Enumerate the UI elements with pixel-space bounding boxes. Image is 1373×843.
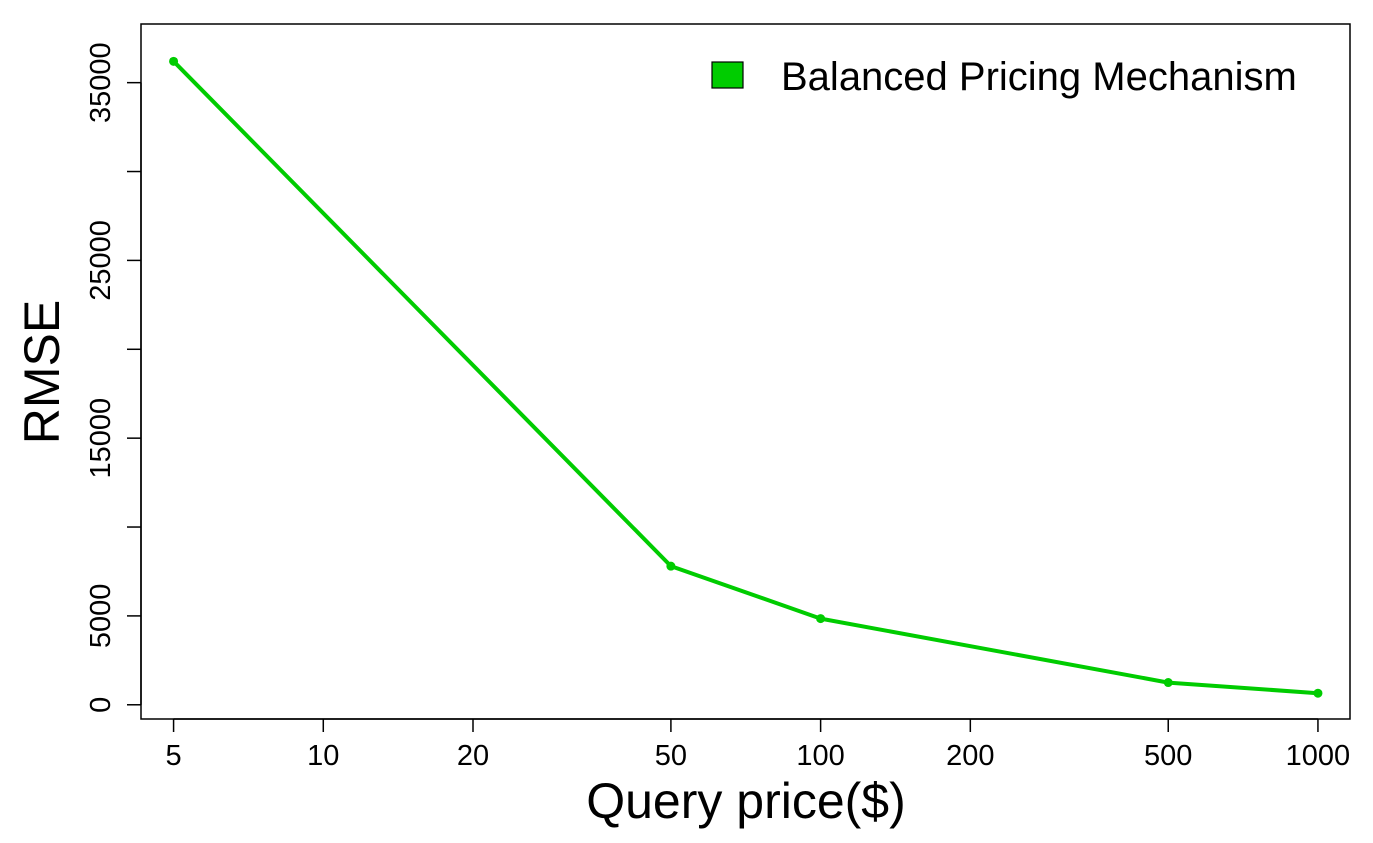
data-point [666,561,676,571]
y-tick-label: 0 [85,697,117,713]
series-line [171,59,1320,696]
x-tick-label: 100 [796,740,844,772]
legend-label: Balanced Pricing Mechanism [781,55,1297,99]
data-point [1163,678,1173,688]
x-axis: 5 10 20 50 100 200 500 1000 [166,718,1351,772]
y-axis: 0 5000 15000 25000 35000 [85,42,142,713]
plot-frame [140,23,1351,720]
data-point [1313,688,1323,698]
x-axis-title: Query price($) [586,773,906,829]
y-tick-label: 15000 [85,398,117,479]
y-tick-label: 5000 [85,584,117,649]
x-tick-label: 50 [655,740,687,772]
y-tick-label: 25000 [85,220,117,301]
x-tick-label: 20 [457,740,489,772]
data-point [169,56,179,66]
x-tick-label: 5 [166,740,182,772]
series-layer [169,56,1323,698]
x-tick-label: 1000 [1286,740,1351,772]
x-tick-label: 10 [307,740,339,772]
legend: Balanced Pricing Mechanism [711,55,1297,99]
legend-swatch [711,61,744,89]
data-point [816,614,826,624]
y-axis-title: RMSE [14,300,70,444]
y-tick-label: 35000 [85,42,117,123]
x-tick-label: 500 [1144,740,1192,772]
x-tick-label: 200 [946,740,994,772]
